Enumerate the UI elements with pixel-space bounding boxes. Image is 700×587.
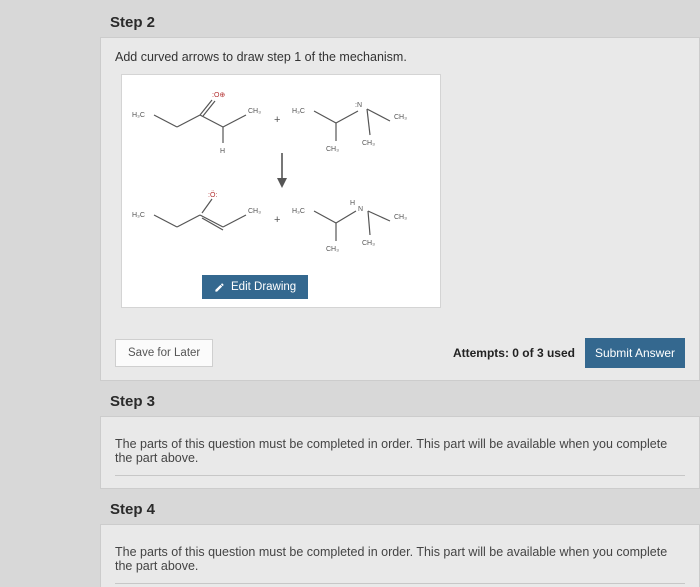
svg-text:H: H — [350, 200, 355, 207]
svg-text:H: H — [220, 148, 225, 155]
svg-text:CH₃: CH₃ — [326, 146, 339, 153]
step4-locked-text: The parts of this question must be compl… — [115, 545, 685, 573]
svg-text::Ö:: :Ö: — [208, 191, 217, 199]
svg-text:CH₃: CH₃ — [248, 208, 261, 215]
divider — [115, 475, 685, 476]
step4-panel: The parts of this question must be compl… — [100, 524, 700, 587]
step3-panel: The parts of this question must be compl… — [100, 416, 700, 489]
step4-title: Step 4 — [110, 501, 700, 518]
svg-text:CH₃: CH₃ — [362, 140, 375, 147]
pencil-icon — [214, 282, 225, 293]
svg-text:H₃C: H₃C — [292, 108, 305, 115]
edit-drawing-button[interactable]: Edit Drawing — [202, 275, 308, 299]
svg-text:H₃C: H₃C — [292, 208, 305, 215]
save-for-later-button[interactable]: Save for Later — [115, 339, 213, 367]
bottom-right-molecule: H₃C H N CH₃ CH₃ CH₃ — [292, 200, 407, 253]
top-left-molecule: :O⊕ H₃C CH₃ H — [132, 92, 261, 155]
svg-text:CH₃: CH₃ — [394, 114, 407, 121]
bottom-left-molecule: :Ö: H₃C CH₃ — [132, 191, 261, 230]
svg-text:CH₃: CH₃ — [362, 240, 375, 247]
divider — [115, 583, 685, 584]
top-right-molecule: H₃C :N CH₃ CH₃ CH₃ — [292, 102, 407, 153]
svg-text:CH₃: CH₃ — [394, 214, 407, 221]
step2-panel: Add curved arrows to draw step 1 of the … — [100, 37, 700, 381]
reaction-arrow — [277, 153, 287, 188]
step2-prompt: Add curved arrows to draw step 1 of the … — [115, 50, 685, 64]
attempts-text: Attempts: 0 of 3 used — [453, 346, 575, 360]
svg-text::N: :N — [355, 102, 362, 109]
step3-locked-text: The parts of this question must be compl… — [115, 437, 685, 465]
edit-drawing-label: Edit Drawing — [231, 281, 296, 293]
oplus-label: :O⊕ — [212, 92, 225, 99]
plus-bottom: + — [274, 214, 280, 226]
svg-text:H₃C: H₃C — [132, 112, 145, 119]
submit-answer-button[interactable]: Submit Answer — [585, 338, 685, 368]
svg-text:N: N — [358, 206, 363, 213]
plus-top: + — [274, 114, 280, 126]
step3-title: Step 3 — [110, 393, 700, 410]
mechanism-drawing: :O⊕ H₃C CH₃ H + H₃C :N — [121, 74, 441, 308]
svg-text:H₃C: H₃C — [132, 212, 145, 219]
svg-text:CH₃: CH₃ — [248, 108, 261, 115]
svg-text:CH₃: CH₃ — [326, 246, 339, 253]
step2-title: Step 2 — [110, 14, 700, 31]
molecule-svg: :O⊕ H₃C CH₃ H + H₃C :N — [122, 75, 442, 265]
